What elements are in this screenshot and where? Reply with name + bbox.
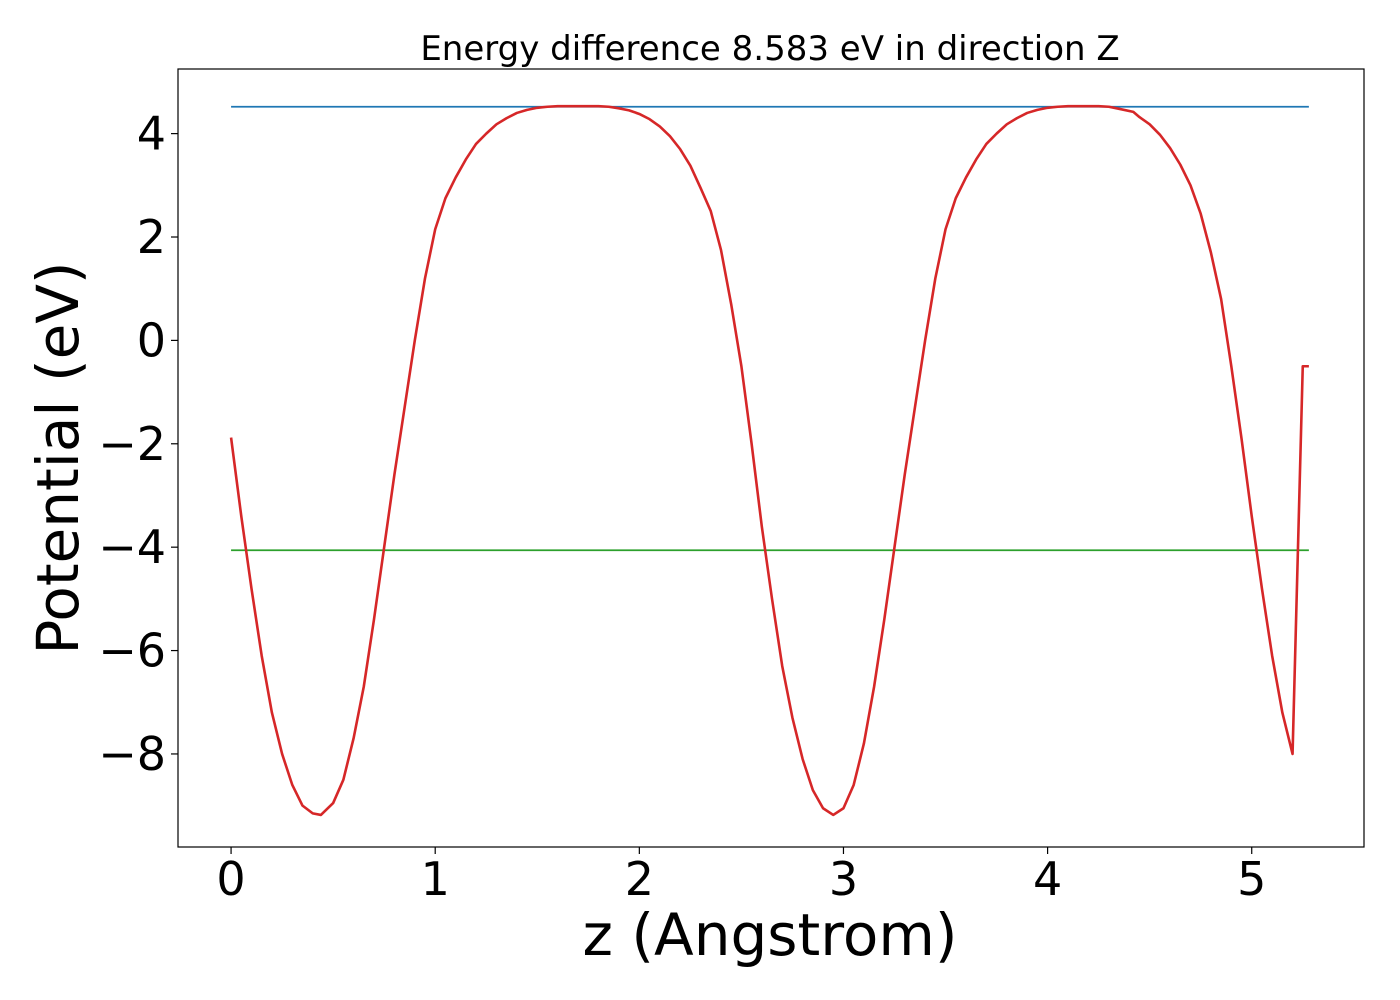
x-tick-label: 0: [216, 852, 245, 906]
x-tick-label: 5: [1237, 852, 1266, 906]
y-tick-label: 4: [137, 107, 166, 161]
x-tick-label: 1: [421, 852, 450, 906]
y-tick-label: −4: [98, 520, 166, 574]
y-tick-label: 0: [137, 313, 166, 367]
y-tick-label: −8: [98, 727, 166, 781]
x-axis-ticks: 0 1 2 3 4 5: [216, 847, 1266, 906]
series-line-2: [229, 104, 1309, 817]
x-axis-label: z (Angstrom): [583, 901, 958, 969]
x-tick-label: 3: [829, 852, 858, 906]
x-tick-label: 2: [625, 852, 654, 906]
y-tick-label: −6: [98, 624, 166, 678]
y-axis-ticks: −8 −6 −4 −2 0 2 4: [98, 107, 178, 781]
plot-frame: [177, 68, 1365, 848]
chart-title: Energy difference 8.583 eV in direction …: [420, 29, 1119, 69]
series-layer: [229, 104, 1309, 817]
y-tick-label: −2: [98, 417, 166, 471]
x-tick-label: 4: [1033, 852, 1062, 906]
y-tick-label: 2: [137, 210, 166, 264]
y-axis-label: Potential (eV): [24, 261, 92, 654]
